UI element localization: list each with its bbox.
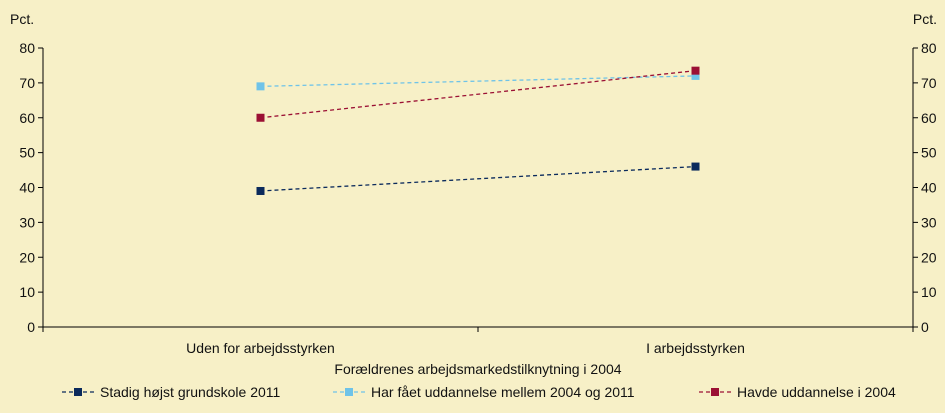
y-tick-label-right: 60 [921,110,937,126]
series-lines-layer [260,70,696,192]
y-tick-label-left: 40 [19,180,35,196]
y-tick-label-right: 10 [921,284,937,300]
x-category-label: I arbejdsstyrken [646,340,745,356]
legend-label-series-2: Har fået uddannelse mellem 2004 og 2011 [371,384,635,400]
data-point-series-1 [256,186,265,195]
legend-marker-series-2 [345,388,353,396]
y-tick-label-left: 10 [19,284,35,300]
series-line-1 [260,165,696,192]
legend-label-series-3: Havde uddannelse i 2004 [737,384,896,400]
y-tick-label-left: 20 [19,249,35,265]
y-tick-label-left: 30 [19,214,35,230]
data-point-series-2 [691,71,700,80]
y-tick-label-left: 50 [19,145,35,161]
y-tick-label-right: 40 [921,180,937,196]
data-point-series-3 [691,66,700,75]
data-point-series-3 [256,113,265,122]
y-tick-label-left: 70 [19,75,35,91]
y-tick-label-right: 50 [921,145,937,161]
y-tick-label-left: 60 [19,110,35,126]
legend-label-series-1: Stadig højst grundskole 2011 [100,384,281,400]
data-point-series-2 [256,82,265,91]
x-category-label: Uden for arbejdsstyrken [186,340,335,356]
y-tick-label-right: 0 [921,319,929,335]
legend-marker-series-1 [74,388,82,396]
legend: Stadig højst grundskole 2011 Har fået udd… [62,384,896,400]
y-tick-label-right: 20 [921,249,937,265]
y-tick-label-left: 80 [19,40,35,56]
y-axis-unit-right: Pct. [913,11,937,27]
axes-layer [38,47,918,332]
y-axis-unit-left: Pct. [10,11,34,27]
labels-layer: 0 0 10 10 20 20 30 30 40 40 50 50 60 60 70 70 80 80 Pct. Pc… [10,11,937,377]
series-line-3 [260,70,696,119]
y-tick-label-right: 70 [921,75,937,91]
y-tick-label-right: 30 [921,214,937,230]
data-point-series-1 [691,162,700,171]
series-markers-layer [256,66,700,195]
legend-marker-series-3 [711,388,719,396]
x-axis-title: Forældrenes arbejdsmarkedstilknytning i … [334,361,621,377]
y-tick-label-right: 80 [921,40,937,56]
series-line-2 [260,75,696,88]
y-tick-label-left: 0 [27,319,35,335]
